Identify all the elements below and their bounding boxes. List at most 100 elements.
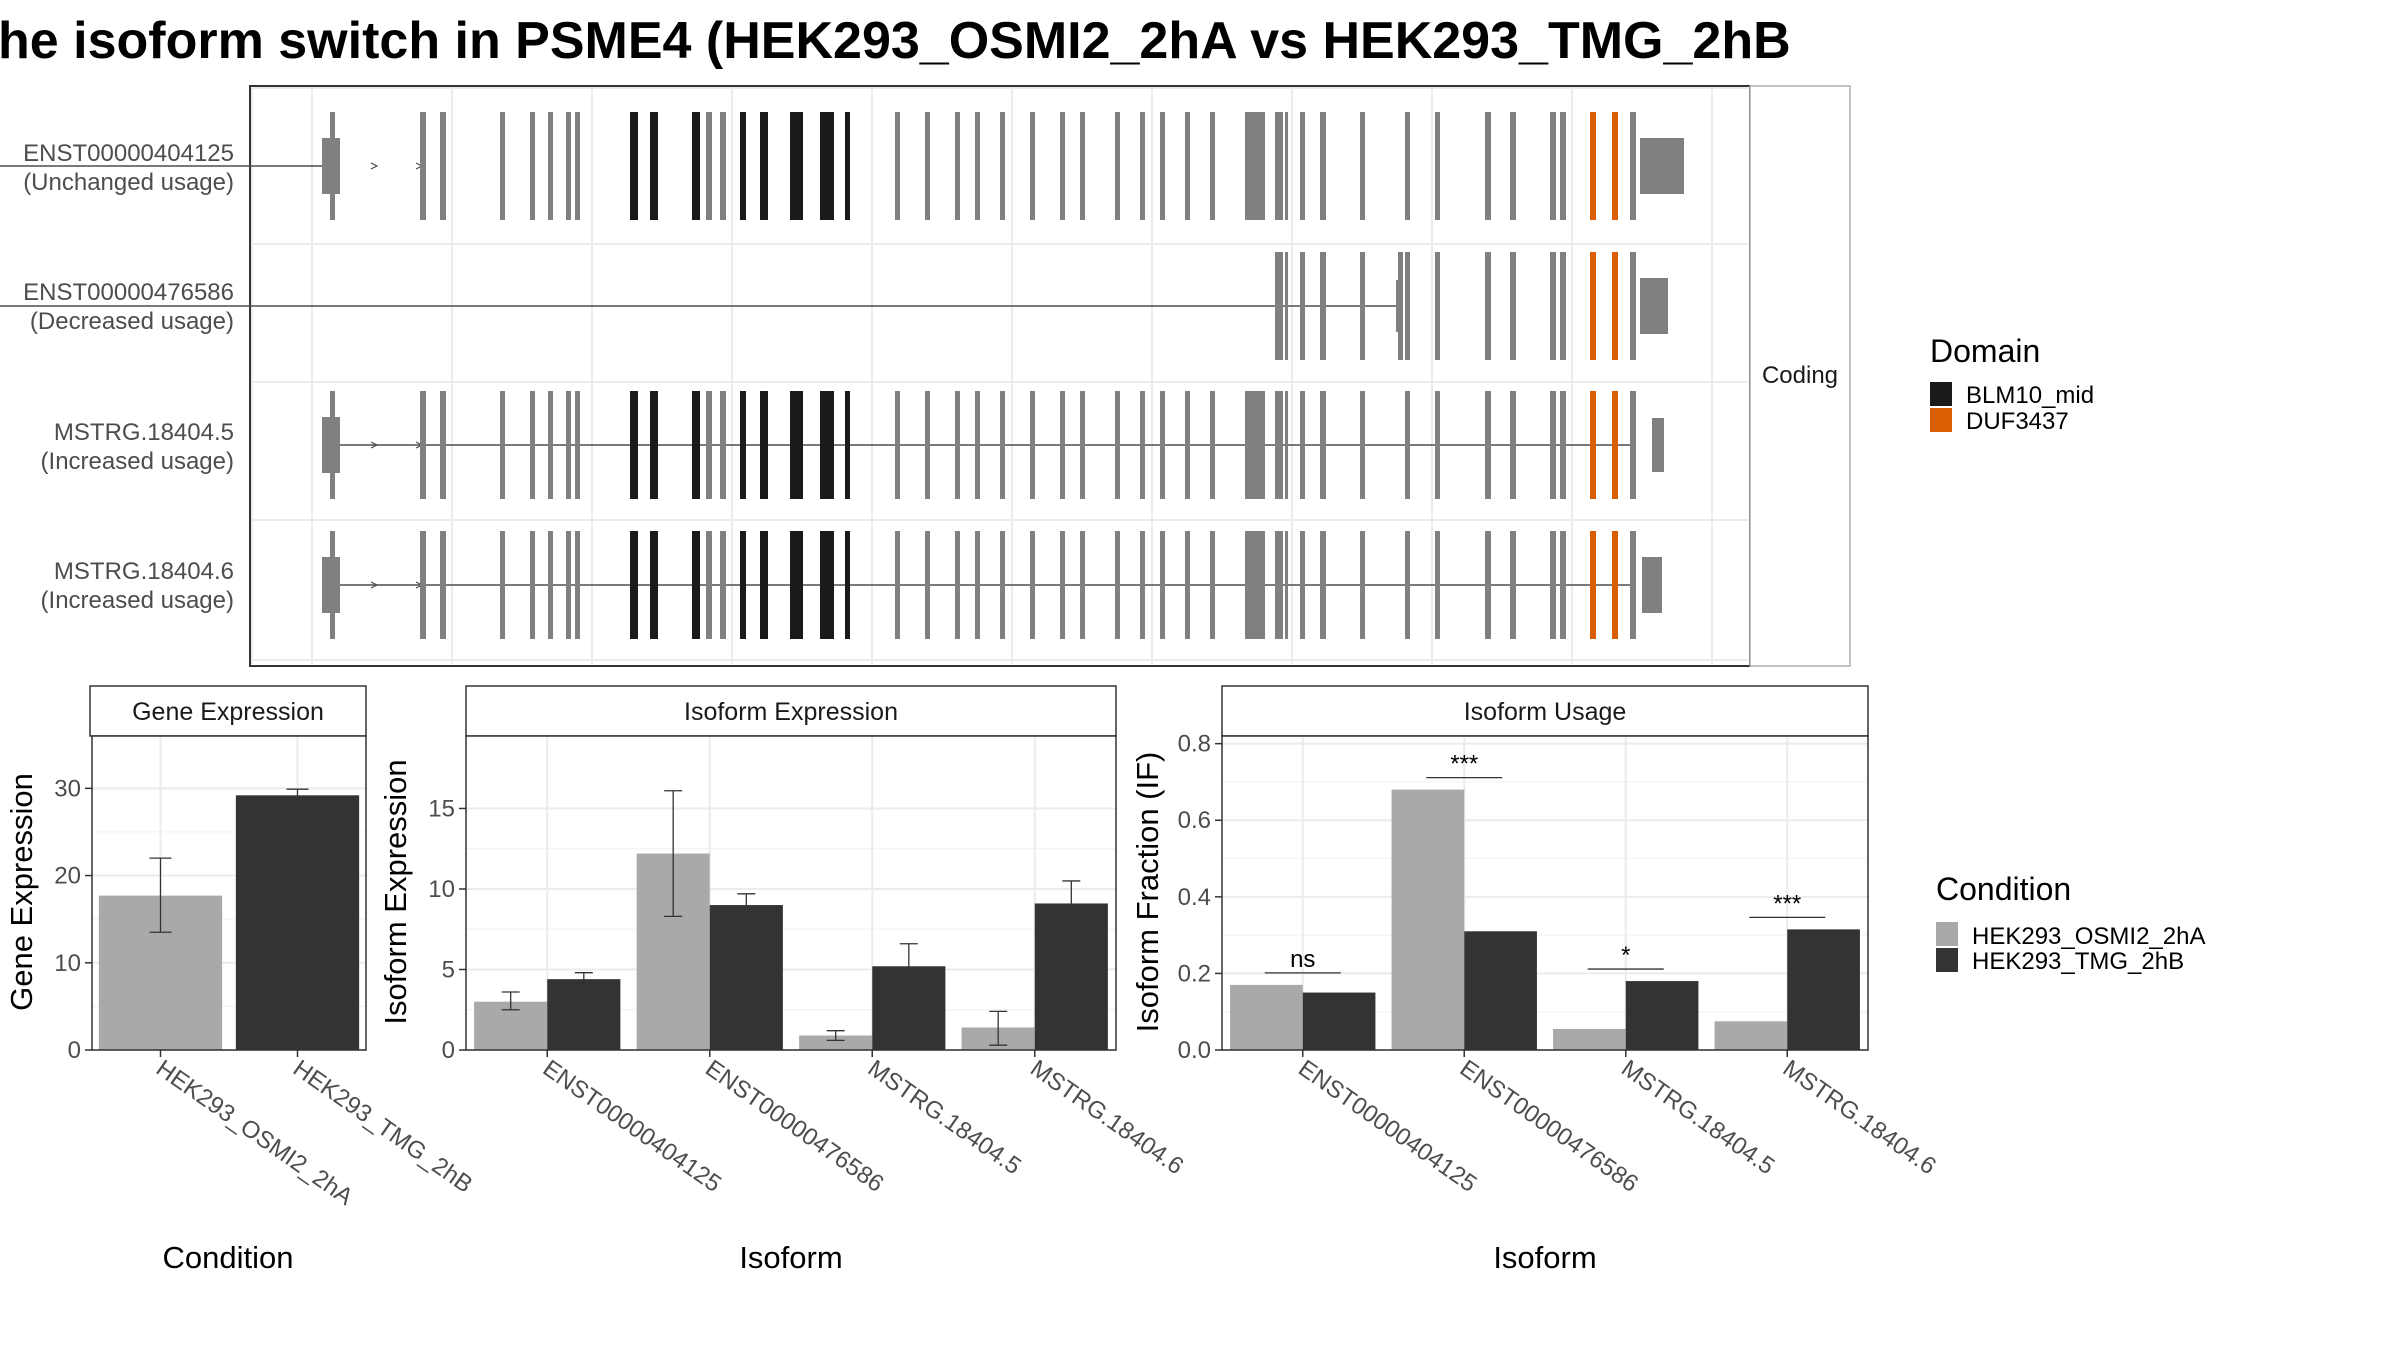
exon bbox=[1405, 531, 1410, 639]
x-tick-label: ENST00000476586 bbox=[700, 1055, 888, 1198]
isoform-usage-panel: Isoform Usage ns*******0.00.20.40.60.8EN… bbox=[1130, 685, 1941, 1275]
exon bbox=[1300, 391, 1305, 499]
utr-block bbox=[1640, 138, 1684, 194]
exon bbox=[530, 531, 535, 639]
isoform-usage-plot: ns*******0.00.20.40.60.8ENST00000404125E… bbox=[1178, 731, 1941, 1198]
y-tick-label: 0 bbox=[442, 1037, 455, 1064]
bar-tmg bbox=[1464, 931, 1537, 1050]
x-tick-label: ENST00000404125 bbox=[538, 1055, 726, 1198]
legend-swatch-osmi2 bbox=[1936, 922, 1958, 946]
exon-duf3437-domain bbox=[1590, 252, 1596, 360]
x-tick-label: ENST00000404125 bbox=[1293, 1055, 1481, 1198]
exon bbox=[706, 391, 712, 499]
significance-label: *** bbox=[1773, 890, 1801, 917]
exon bbox=[1275, 252, 1280, 360]
exon bbox=[1360, 531, 1365, 639]
exon bbox=[1285, 391, 1288, 499]
exon bbox=[1210, 112, 1215, 220]
exon bbox=[1080, 112, 1085, 220]
legend-label-tmg: HEK293_TMG_2hB bbox=[1972, 948, 2184, 975]
exon bbox=[1115, 391, 1120, 499]
y-tick-label: 30 bbox=[54, 775, 81, 802]
exon bbox=[1160, 112, 1165, 220]
transcript-track bbox=[322, 391, 1664, 499]
exon-blm10-domain bbox=[650, 112, 658, 220]
exon bbox=[1435, 391, 1440, 499]
exon bbox=[548, 531, 553, 639]
exon-blm10-domain bbox=[845, 112, 850, 220]
exon bbox=[1320, 112, 1326, 220]
x-tick-label: MSTRG.18404.6 bbox=[1778, 1055, 1941, 1180]
exon bbox=[500, 391, 505, 499]
exon-blm10-domain bbox=[650, 391, 658, 499]
strip-coding-label: Coding bbox=[1762, 362, 1838, 389]
exon bbox=[330, 531, 335, 639]
exon bbox=[1550, 391, 1556, 499]
exon bbox=[1060, 391, 1065, 499]
isoform-expression-panel: Isoform Expression 0 5 10 15 ENST00000404125… bbox=[378, 685, 1188, 1275]
exon bbox=[1260, 531, 1265, 639]
exon-blm10-domain bbox=[760, 391, 768, 499]
exon bbox=[720, 531, 726, 639]
exon bbox=[1405, 252, 1410, 360]
y-tick-label: 0.2 bbox=[1178, 960, 1211, 987]
exon-blm10-domain bbox=[692, 112, 700, 220]
exon-blm10-domain bbox=[760, 112, 768, 220]
condition-legend: Condition HEK293_OSMI2_2hA HEK293_TMG_2h… bbox=[1936, 871, 2205, 975]
exon bbox=[1630, 252, 1636, 360]
exon bbox=[1435, 112, 1440, 220]
exon-blm10-domain bbox=[692, 531, 700, 639]
bar-osmi2 bbox=[1391, 789, 1465, 1050]
exon bbox=[975, 112, 980, 220]
exon bbox=[895, 531, 900, 639]
domain-legend: Domain BLM10_mid DUF3437 bbox=[1930, 333, 2094, 435]
exon bbox=[1160, 531, 1165, 639]
bar-tmg bbox=[1787, 929, 1860, 1050]
exon bbox=[575, 531, 580, 639]
exon bbox=[575, 112, 580, 220]
x-tick-label: MSTRG.18404.5 bbox=[863, 1055, 1026, 1180]
exon bbox=[720, 391, 726, 499]
exon bbox=[1060, 531, 1065, 639]
exon-blm10-domain bbox=[828, 391, 834, 499]
exon bbox=[566, 391, 571, 499]
exon bbox=[330, 391, 335, 499]
exon-duf3437-domain bbox=[1590, 112, 1596, 220]
utr-block bbox=[1642, 557, 1662, 613]
exon bbox=[1275, 112, 1280, 220]
exon bbox=[500, 112, 505, 220]
exon bbox=[1285, 252, 1288, 360]
exon-duf3437-domain bbox=[1590, 391, 1596, 499]
exon bbox=[440, 391, 446, 499]
exon bbox=[925, 112, 930, 220]
significance-label: *** bbox=[1450, 751, 1478, 778]
exon bbox=[1275, 391, 1280, 499]
utr-block bbox=[1640, 278, 1668, 334]
exon bbox=[1285, 531, 1288, 639]
exon bbox=[955, 391, 960, 499]
exon bbox=[440, 112, 446, 220]
exon bbox=[1260, 112, 1265, 220]
exon bbox=[895, 391, 900, 499]
exon-blm10-domain bbox=[820, 531, 828, 639]
exon bbox=[1030, 112, 1035, 220]
isoform-usage-strip-title: Isoform Usage bbox=[1464, 698, 1627, 726]
exon bbox=[420, 531, 426, 639]
exon bbox=[1300, 531, 1305, 639]
legend-label-osmi2: HEK293_OSMI2_2hA bbox=[1972, 923, 2205, 950]
exon-blm10-domain bbox=[820, 391, 828, 499]
x-tick-label: ENST00000476586 bbox=[1455, 1055, 1643, 1198]
exon bbox=[1360, 112, 1365, 220]
bar-tmg bbox=[1034, 903, 1108, 1050]
exon bbox=[1550, 252, 1556, 360]
exon bbox=[1320, 531, 1326, 639]
legend-swatch-blm10 bbox=[1930, 382, 1952, 406]
condition-legend-title: Condition bbox=[1936, 871, 2071, 907]
exon bbox=[1510, 531, 1516, 639]
exon bbox=[1560, 391, 1566, 499]
exon bbox=[1360, 252, 1365, 360]
figure-title: he isoform switch in PSME4 (HEK293_OSMI2… bbox=[0, 12, 1791, 70]
exon bbox=[1115, 531, 1120, 639]
